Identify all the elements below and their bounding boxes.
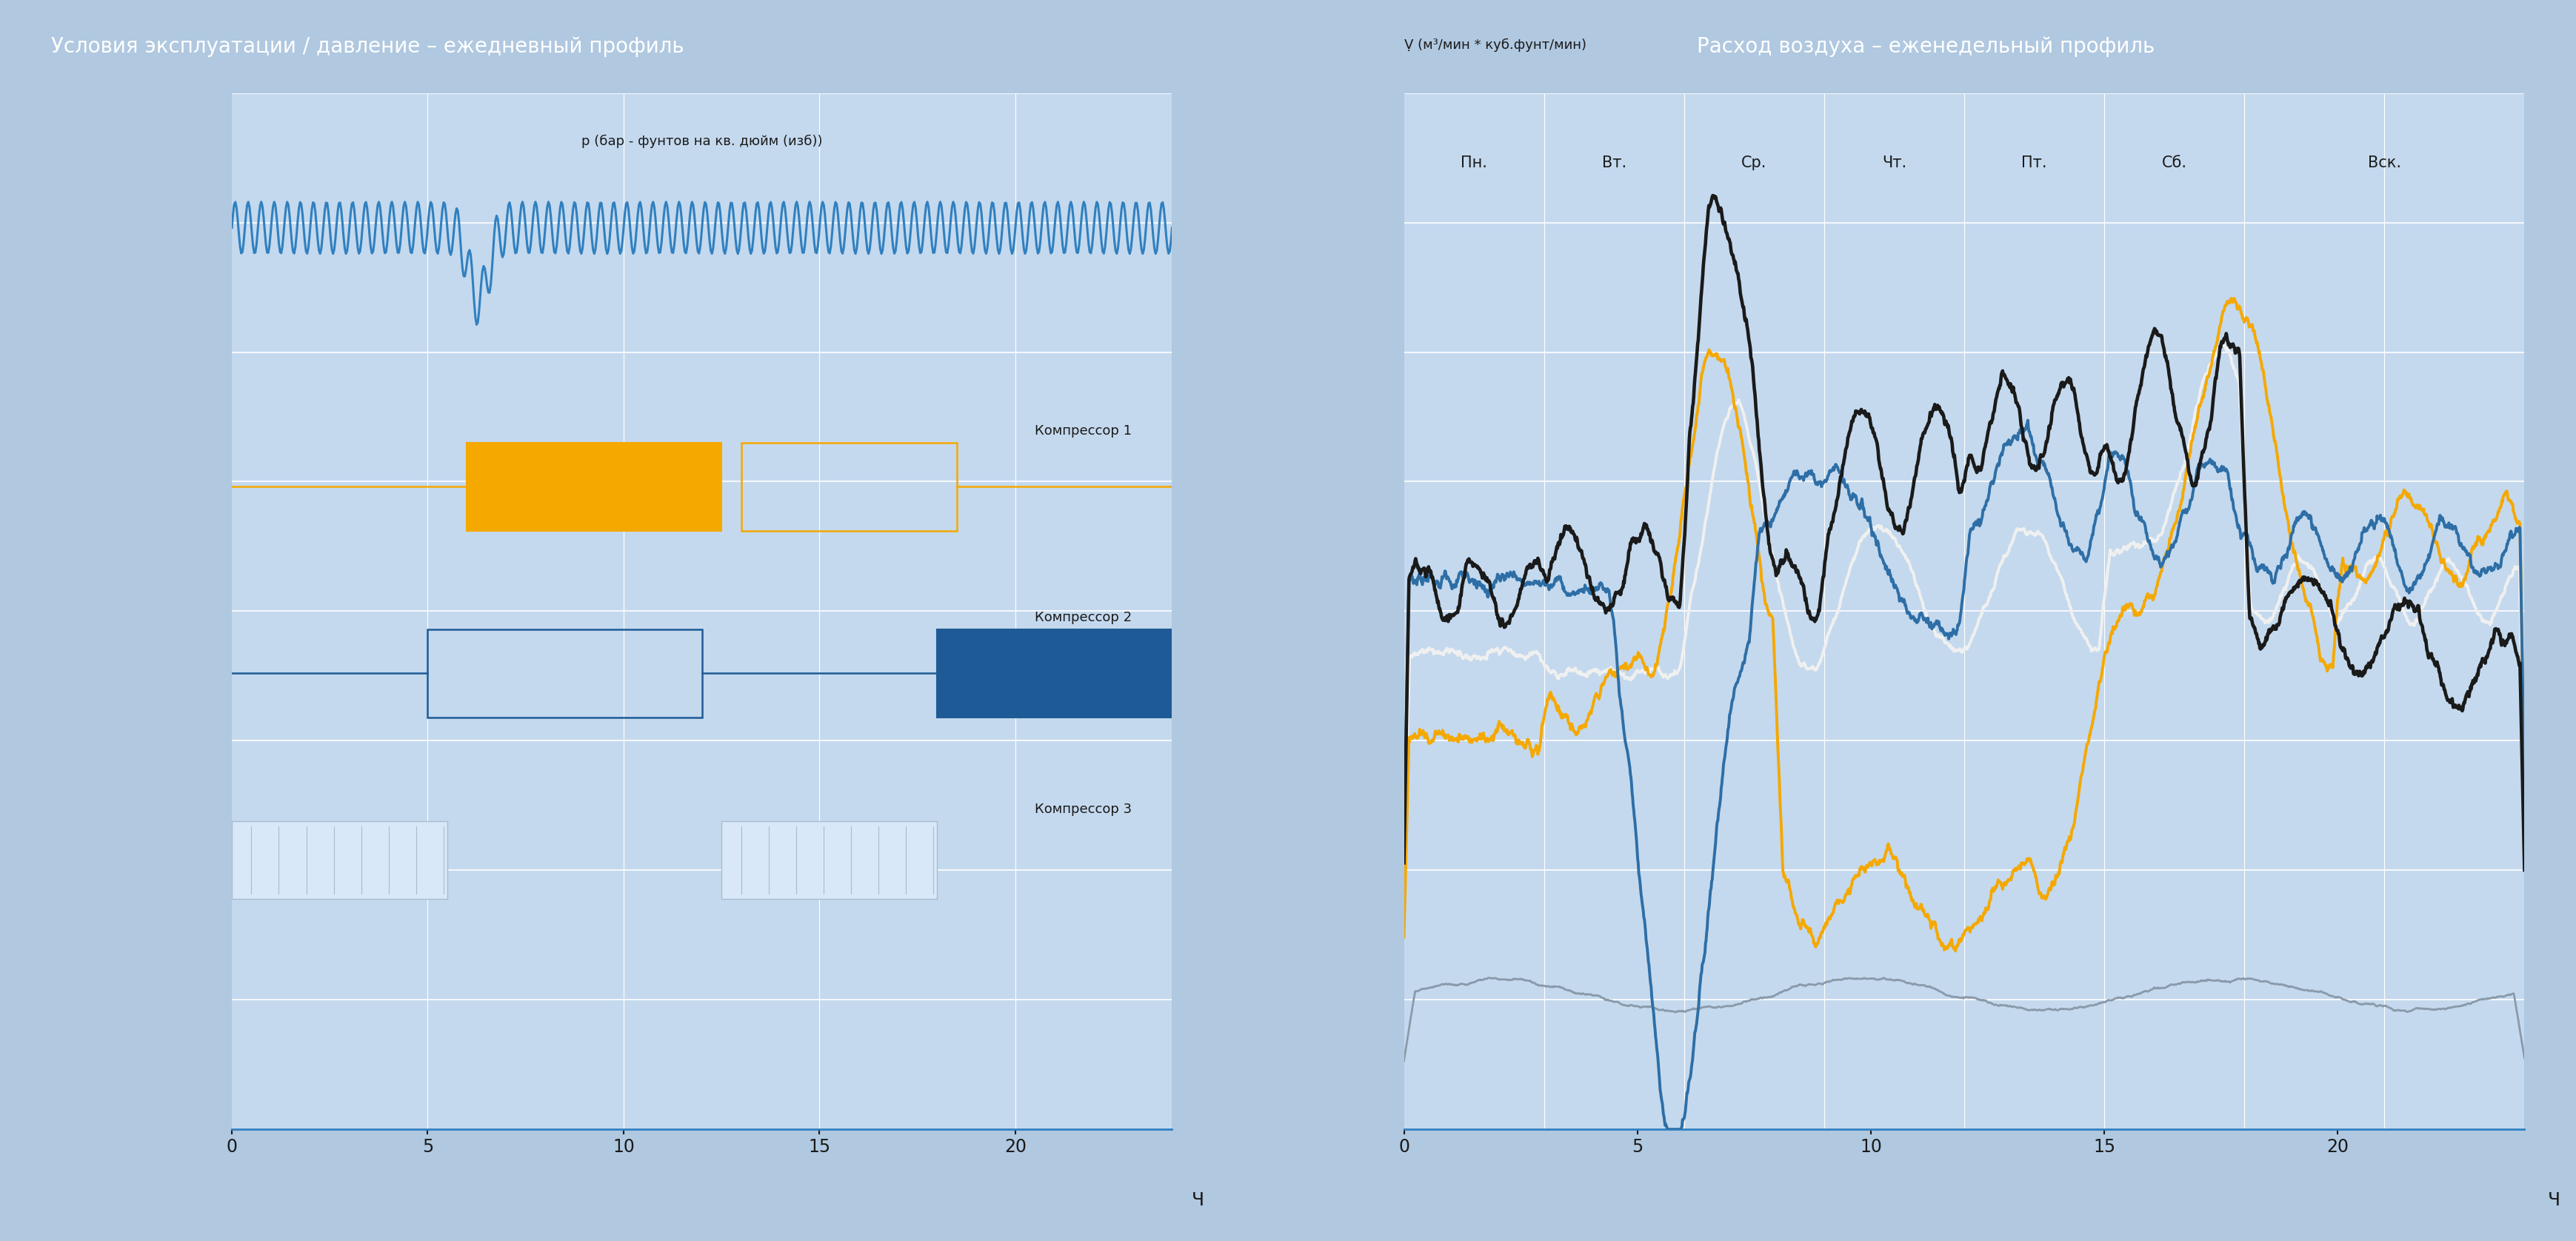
Bar (938, 629, 1172, 717)
Text: Ṿ (м³/мин * куб.фунт/мин): Ṿ (м³/мин * куб.фунт/мин) (1404, 38, 1587, 52)
Bar (466, 443, 721, 531)
Bar (721, 822, 938, 898)
Text: Ч: Ч (2548, 1191, 2561, 1209)
Text: Сб.: Сб. (2161, 155, 2187, 170)
Text: Компрессор 2: Компрессор 2 (1036, 611, 1131, 624)
Text: Вск.: Вск. (2367, 155, 2401, 170)
Text: р (бар - фунтов на кв. дюйм (изб)): р (бар - фунтов на кв. дюйм (изб)) (582, 134, 822, 148)
Bar (742, 443, 956, 531)
Text: Ч: Ч (1193, 1191, 1206, 1209)
Text: Расход воздуха – еженедельный профиль: Расход воздуха – еженедельный профиль (1698, 36, 2154, 57)
Bar (428, 629, 701, 717)
Text: Чт.: Чт. (1883, 155, 1906, 170)
Text: Компрессор 3: Компрессор 3 (1036, 803, 1131, 815)
Text: Компрессор 1: Компрессор 1 (1036, 424, 1131, 438)
Text: Ср.: Ср. (1741, 155, 1767, 170)
Bar (232, 822, 448, 898)
Text: Вт.: Вт. (1602, 155, 1625, 170)
Text: Пн.: Пн. (1461, 155, 1486, 170)
Text: Условия эксплуатации / давление – ежедневный профиль: Условия эксплуатации / давление – ежедне… (52, 36, 683, 57)
Text: Пт.: Пт. (2022, 155, 2048, 170)
